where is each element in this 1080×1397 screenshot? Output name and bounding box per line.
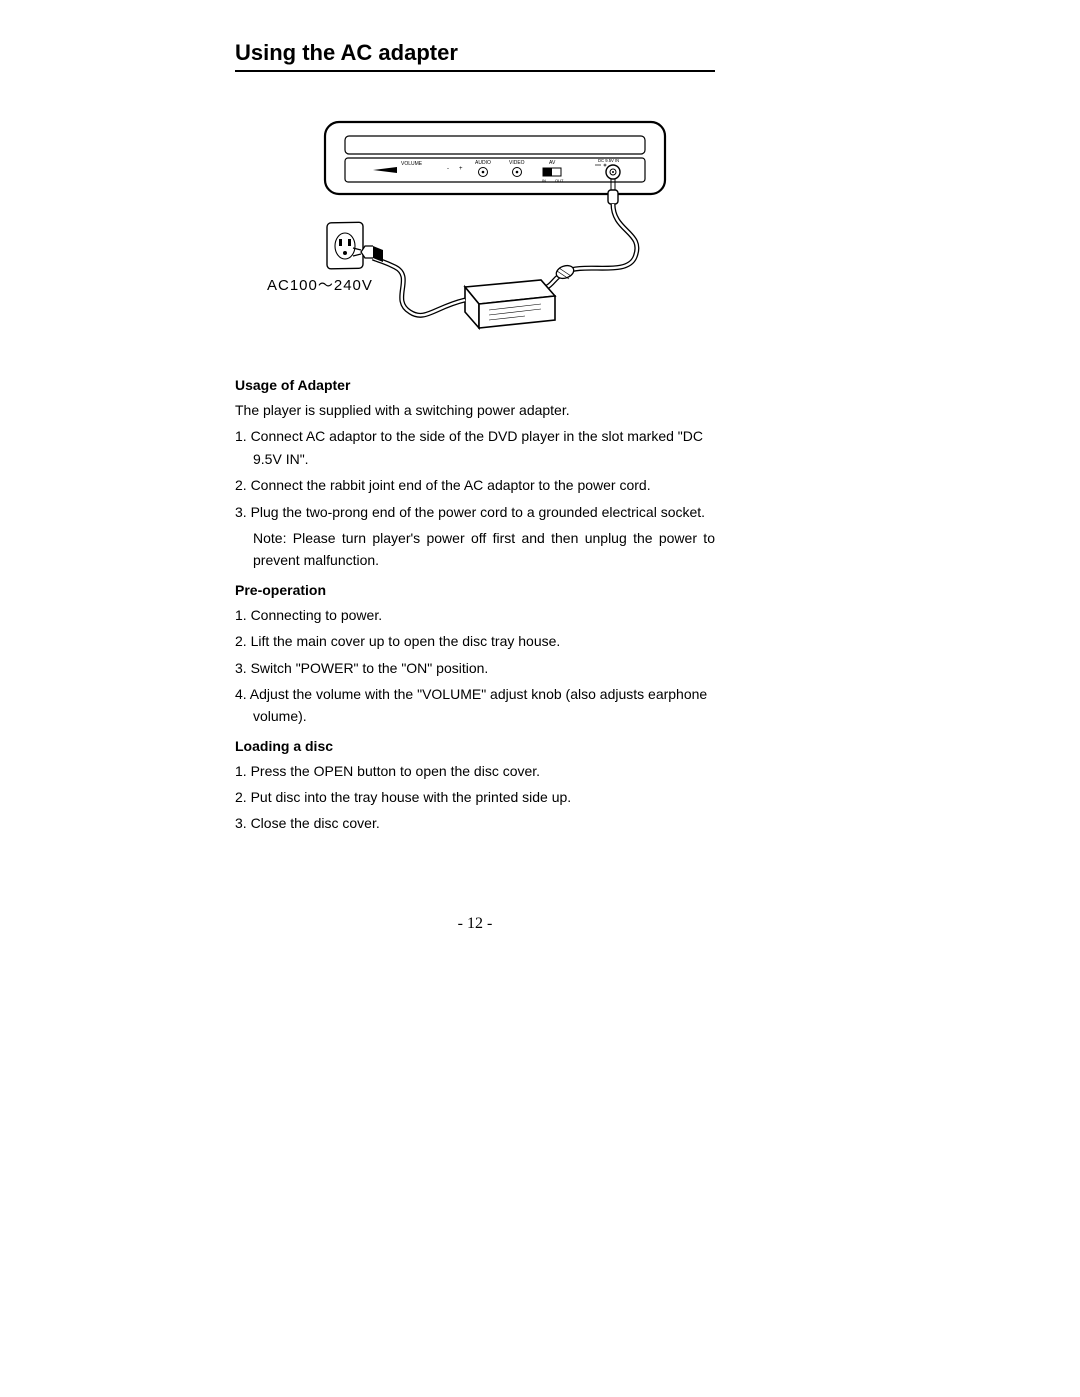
dvd-player-body: VOLUME - + AUDIO VIDEO AV IN [325, 114, 673, 194]
usage-item-2: 2. Connect the rabbit joint end of the A… [235, 474, 715, 496]
page-title: Using the AC adapter [235, 40, 715, 72]
usage-item-1: 1. Connect AC adaptor to the side of the… [235, 425, 715, 470]
dc-cable [547, 179, 637, 287]
ac-cord [373, 258, 465, 315]
usage-intro: The player is supplied with a switching … [235, 399, 715, 421]
preop-heading: Pre-operation [235, 582, 715, 598]
usage-item-3: 3. Plug the two-prong end of the power c… [235, 501, 715, 523]
wall-plug [327, 222, 383, 269]
loading-item-2: 2. Put disc into the tray house with the… [235, 786, 715, 808]
adapter-brick [465, 280, 555, 328]
audio-label: AUDIO [475, 160, 491, 166]
adapter-diagram: VOLUME - + AUDIO VIDEO AV IN [265, 112, 685, 347]
volume-label: VOLUME [401, 161, 423, 167]
loading-item-1: 1. Press the OPEN button to open the dis… [235, 760, 715, 782]
usage-heading: Usage of Adapter [235, 377, 715, 393]
av-label: AV [549, 160, 556, 166]
loading-item-3: 3. Close the disc cover. [235, 812, 715, 834]
svg-text:-: - [447, 166, 449, 172]
av-in-label: IN [542, 178, 546, 183]
preop-item-4: 4. Adjust the volume with the "VOLUME" a… [235, 683, 715, 728]
loading-heading: Loading a disc [235, 738, 715, 754]
preop-item-2: 2. Lift the main cover up to open the di… [235, 630, 715, 652]
svg-text:+: + [459, 166, 463, 172]
content-column: Using the AC adapter VOLUME - [235, 40, 715, 933]
usage-note: Note: Please turn player's power off fir… [235, 527, 715, 572]
preop-item-3: 3. Switch "POWER" to the "ON" position. [235, 657, 715, 679]
page-number: - 12 - [235, 915, 715, 933]
av-out-label: OUT [555, 178, 564, 183]
preop-item-1: 1. Connecting to power. [235, 604, 715, 626]
video-label: VIDEO [509, 160, 525, 166]
voltage-label: AC100～240V [267, 277, 373, 294]
manual-page: Using the AC adapter VOLUME - [0, 0, 1080, 933]
dc-label: DC 9.5V IN [598, 158, 619, 163]
